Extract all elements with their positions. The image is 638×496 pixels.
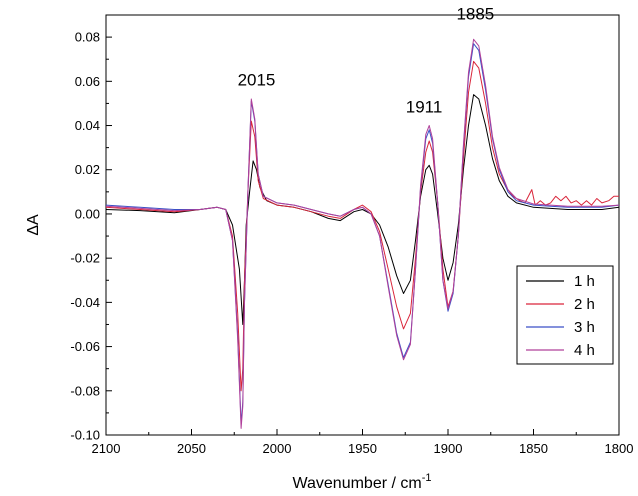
series-line-3 [105,43,620,425]
peak-annotation: 1885 [456,4,494,23]
y-tick-label: -0.10 [70,428,100,443]
x-axis-title-unit: -1 [422,472,432,484]
y-tick-label: -0.02 [70,251,100,266]
legend-label: 3 h [574,319,595,336]
legend-label: 2 h [574,296,595,313]
x-tick-label: 1950 [348,441,377,456]
x-tick-label: 1800 [605,441,634,456]
y-tick-label: -0.04 [70,295,100,310]
y-tick-label: -0.06 [70,339,100,354]
y-tick-label: 0.08 [75,30,100,45]
y-tick-label: 0.04 [75,118,100,133]
y-axis: -0.10 -0.08 -0.06 -0.04 -0.02 0.00 0.02 0.04 0.0… [70,30,112,443]
y-tick-label: 0.06 [75,74,100,89]
y-axis-title: ΔA [25,214,42,236]
x-tick-label: 1850 [519,441,548,456]
x-tick-label: 2000 [263,441,292,456]
series-layer [105,38,620,429]
x-tick-label: 2100 [92,441,121,456]
x-axis-title-main: Wavenumber / cm [293,475,422,492]
x-axis: 2100 2050 2000 1950 1900 1850 1800 [92,429,634,456]
legend-box [516,265,614,365]
y-tick-label: 0.00 [75,206,100,221]
legend-label: 4 h [574,342,595,359]
peak-annotation: 2015 [238,71,276,90]
legend: 1 h 2 h 3 h 4 h [516,265,614,365]
x-axis-title: Wavenumber / cm-1 [293,472,432,492]
peak-annotation: 1911 [406,97,443,116]
x-tick-label: 1900 [434,441,463,456]
x-tick-label: 2050 [177,441,206,456]
annotation-layer: 2015 1911 1885 [238,4,495,116]
y-tick-label: 0.02 [75,162,100,177]
legend-label: 1 h [574,273,595,290]
series-line-4 [105,38,620,429]
plot-frame [105,14,620,436]
y-tick-label: -0.08 [70,383,100,398]
